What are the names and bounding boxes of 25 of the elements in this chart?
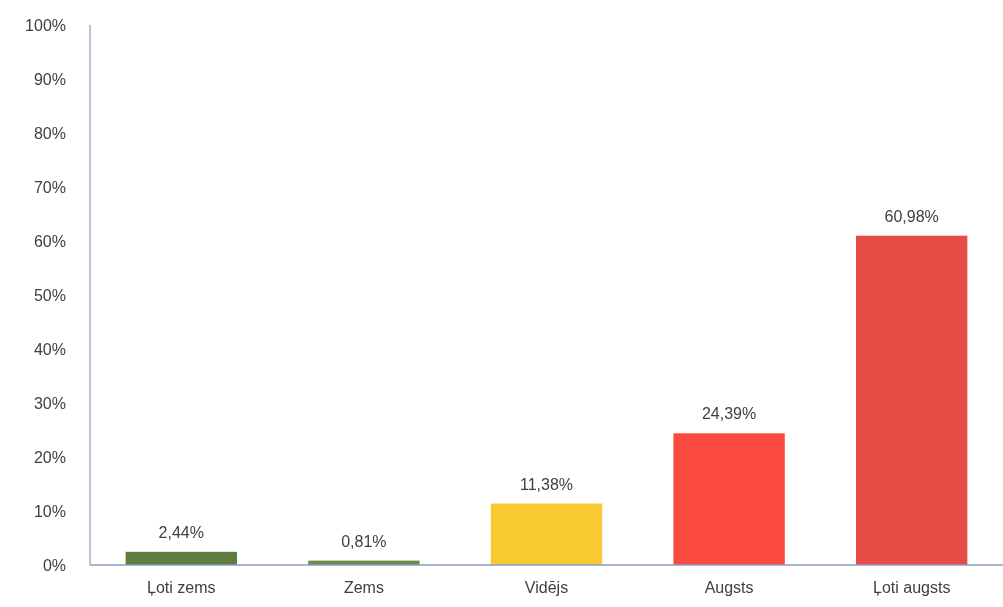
x-tick-label: Ļoti zems: [147, 579, 216, 596]
data-label: 0,81%: [341, 532, 387, 550]
x-tick-label: Ļoti augsts: [873, 579, 951, 596]
data-label: 11,38%: [519, 475, 574, 493]
y-tick-label: 0%: [42, 556, 66, 574]
y-tick-label: 20%: [33, 448, 66, 466]
y-tick-label: 100%: [25, 16, 66, 34]
x-tick-label: Zems: [343, 579, 384, 596]
x-tick-label: Vidējs: [524, 579, 569, 596]
y-tick-label: 80%: [33, 124, 66, 142]
x-tick-label: Augsts: [704, 579, 754, 596]
y-tick-label: 30%: [33, 394, 66, 412]
y-tick-label: 40%: [33, 340, 66, 358]
data-label: 2,44%: [158, 523, 204, 541]
bar: [125, 551, 237, 565]
data-label: 24,39%: [701, 405, 757, 423]
y-tick-label: 90%: [33, 70, 66, 88]
y-tick-label: 70%: [33, 178, 66, 196]
bar: [673, 433, 785, 565]
bar: [490, 503, 603, 565]
data-label: 60,98%: [884, 207, 939, 225]
y-tick-label: 10%: [33, 502, 66, 520]
bar: [856, 235, 968, 565]
y-tick-label: 60%: [33, 232, 66, 250]
y-tick-label: 50%: [33, 286, 66, 304]
